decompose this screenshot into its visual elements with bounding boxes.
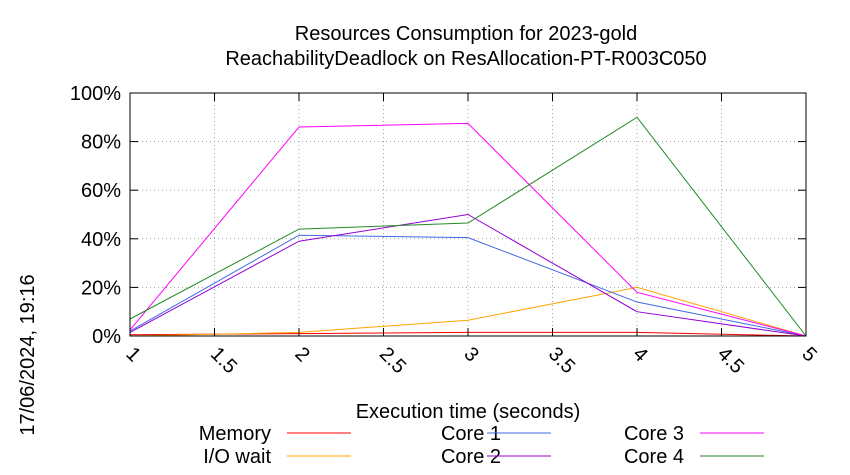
- y-tick-label: 60%: [81, 180, 121, 202]
- y-tick-label: 100%: [70, 83, 121, 105]
- legend-label-memory: Memory: [199, 423, 271, 445]
- legend-label-core-1: Core 1: [441, 423, 501, 445]
- y-tick-label: 80%: [81, 132, 121, 154]
- x-tick-label: 5: [797, 343, 820, 366]
- y-tick-label: 0%: [92, 326, 121, 348]
- x-tick-label: 4.5: [713, 343, 748, 378]
- chart-title: Resources Consumption for 2023-gold: [295, 23, 637, 45]
- grid: [130, 93, 806, 336]
- y-axis: 0% 20% 40% 60% 80% 100%: [70, 83, 806, 348]
- x-tick-label: 1.5: [206, 343, 241, 378]
- legend-label-core-3: Core 3: [624, 423, 684, 445]
- y-tick-label: 20%: [81, 277, 121, 299]
- series-lines: [129, 116, 807, 337]
- x-tick-label: 3.5: [544, 343, 579, 378]
- legend-label-core-2: Core 2: [441, 446, 501, 468]
- series-line-core-1: [129, 234, 807, 337]
- series-line-core-4: [129, 116, 807, 337]
- series-line-core-3: [129, 122, 807, 337]
- y-tick-label: 40%: [81, 229, 121, 251]
- series-line-core-2: [129, 213, 807, 337]
- series-line-i-o-wait: [129, 286, 807, 337]
- legend-label-core-4: Core 4: [624, 446, 684, 468]
- x-tick-label: 2.5: [375, 343, 410, 378]
- x-tick-label: 2: [290, 343, 313, 366]
- x-axis: 1 1.5 2 2.5 3 3.5 4 4.5 5: [121, 93, 821, 378]
- x-tick-label: 3: [459, 343, 482, 366]
- x-tick-label: 1: [121, 343, 144, 366]
- x-axis-label: Execution time (seconds): [356, 401, 581, 423]
- timestamp-label: 17/06/2024, 19:16: [17, 274, 39, 435]
- x-tick-label: 4: [628, 343, 651, 366]
- chart-subtitle: ReachabilityDeadlock on ResAllocation-PT…: [225, 48, 706, 70]
- legend-label-i-o-wait: I/O wait: [203, 446, 271, 468]
